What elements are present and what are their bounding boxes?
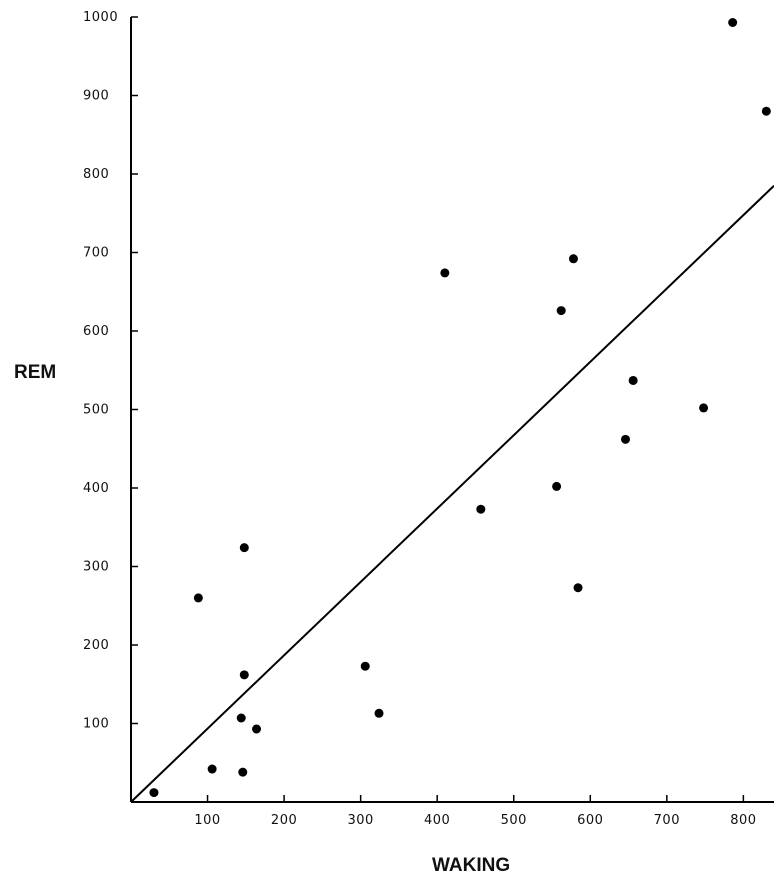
y-ticks: 100 200 300 400 500 600 700 800 900 1000	[83, 10, 138, 732]
data-point	[238, 767, 248, 777]
y-tick-label: 800	[83, 167, 109, 182]
data-point	[620, 434, 630, 444]
y-tick-label: 400	[83, 481, 109, 496]
data-points	[149, 17, 771, 798]
x-tick-label: 500	[501, 813, 527, 828]
y-tick-label: 200	[83, 638, 109, 653]
y-tick-label: 600	[83, 324, 109, 339]
data-point	[552, 481, 562, 491]
data-point	[239, 670, 249, 680]
axes	[130, 17, 774, 803]
x-tick-label: 600	[577, 813, 603, 828]
data-point	[573, 583, 583, 593]
data-point	[440, 268, 450, 278]
y-tick-label: 900	[83, 89, 109, 104]
data-point	[728, 17, 738, 27]
y-axis-title: REM	[14, 362, 56, 383]
data-point	[476, 504, 486, 514]
x-tick-label: 300	[347, 813, 373, 828]
x-tick-label: 800	[730, 813, 756, 828]
y-tick-label: 500	[83, 403, 109, 418]
x-tick-label: 700	[654, 813, 680, 828]
data-point	[374, 708, 384, 718]
data-point	[556, 306, 566, 316]
fit-line	[130, 185, 774, 803]
data-point	[761, 106, 771, 116]
data-point	[236, 713, 246, 723]
x-ticks: 100 200 300 400 500 600 700 800	[194, 795, 756, 828]
data-point	[360, 661, 370, 671]
data-point	[628, 375, 638, 385]
y-tick-label: 700	[83, 246, 109, 261]
y-tick-label: 300	[83, 560, 109, 575]
x-tick-label: 400	[424, 813, 450, 828]
data-point	[149, 788, 159, 798]
y-tick-label: 100	[83, 717, 109, 732]
x-tick-label: 200	[271, 813, 297, 828]
data-point	[568, 254, 578, 264]
data-point	[193, 593, 203, 603]
data-point	[699, 403, 709, 413]
data-point	[207, 764, 217, 774]
data-point	[239, 543, 249, 553]
data-point	[252, 724, 262, 734]
y-tick-label: 1000	[83, 10, 118, 25]
x-axis-title: WAKING	[432, 855, 510, 876]
x-tick-label: 100	[194, 813, 220, 828]
fit-line-group	[130, 185, 774, 803]
